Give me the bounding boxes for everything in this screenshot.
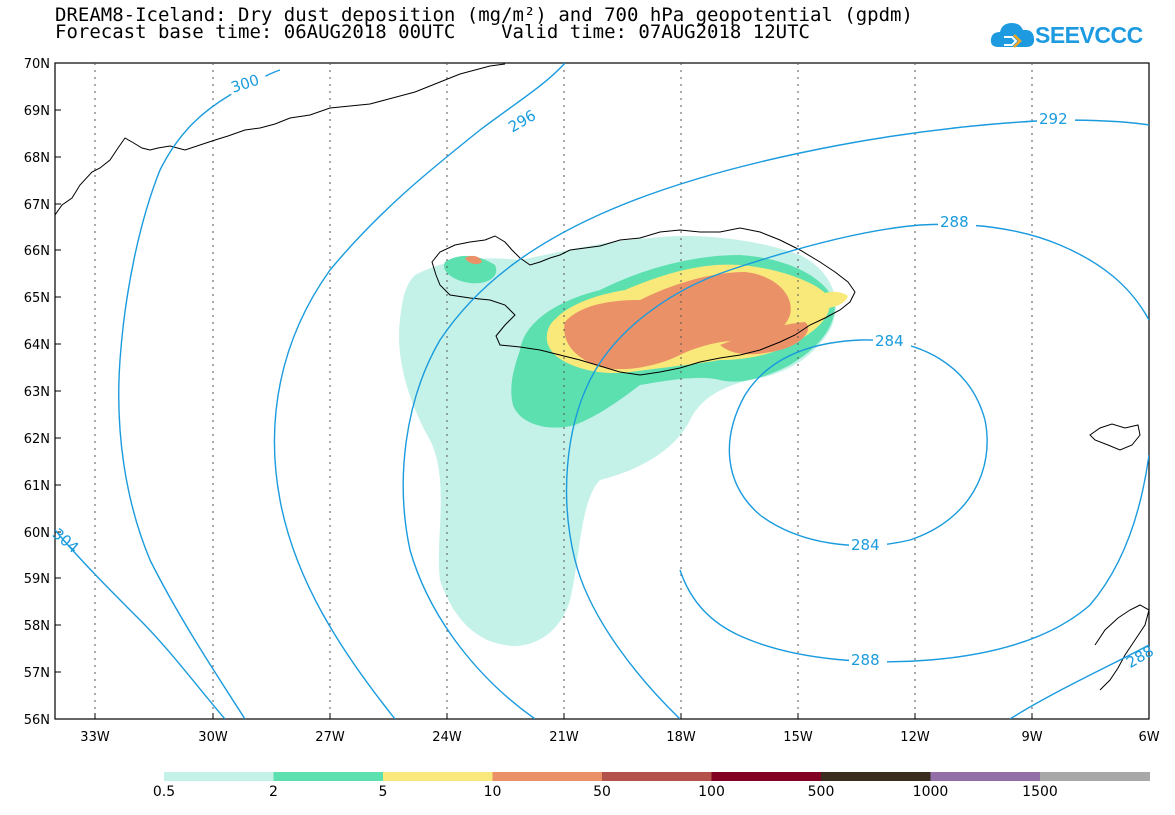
svg-text:6W: 6W <box>1138 730 1159 745</box>
svg-text:66N: 66N <box>24 244 50 259</box>
contour-label-300: 300 <box>229 71 262 97</box>
longitude-labels: 33W 30W 27W 24W 21W 18W 15W 12W 9W 6W <box>80 730 1159 745</box>
svg-text:62N: 62N <box>24 432 50 447</box>
contour-292 <box>402 119 1149 719</box>
geopotential-contours <box>55 63 1149 719</box>
deposition-area-10c <box>465 255 482 265</box>
coastlines <box>55 63 1149 691</box>
colorbar-label: 10 <box>483 784 502 800</box>
colorbar-label: 100 <box>698 784 725 800</box>
colorbar-label: 2 <box>269 784 278 800</box>
svg-text:61N: 61N <box>24 479 50 494</box>
colorbar-swatch <box>273 772 384 781</box>
map-title: DREAM8-Iceland: Dry dust deposition (mg/… <box>55 4 913 26</box>
scotland-coast <box>1094 604 1149 691</box>
svg-text:15W: 15W <box>783 730 813 745</box>
contour-label-284-top: 284 <box>875 332 904 350</box>
cloud-logo-icon <box>990 23 1035 48</box>
contour-label-304: 304 <box>49 525 83 557</box>
faroe-coast <box>1089 423 1141 451</box>
deposition-area-5b <box>815 291 848 309</box>
colorbar-swatch <box>164 772 274 781</box>
svg-text:60N: 60N <box>24 526 50 541</box>
svg-text:63N: 63N <box>24 385 50 400</box>
svg-text:64N: 64N <box>24 338 50 353</box>
colorbar-swatch <box>930 772 1041 781</box>
logo-text: SEEVCCC <box>1035 22 1143 48</box>
contour-300 <box>118 69 281 719</box>
longitude-gridlines <box>94 63 1033 719</box>
contour-304 <box>55 529 226 719</box>
colorbar-swatch <box>383 772 493 781</box>
colorbar-swatch <box>602 772 712 781</box>
svg-text:65N: 65N <box>24 291 50 306</box>
deposition-area-10b <box>720 322 809 355</box>
svg-text:24W: 24W <box>432 730 462 745</box>
contour-288-north <box>565 223 1149 719</box>
colorbar-label: 0.5 <box>152 784 176 800</box>
contour-288-south <box>679 454 1149 663</box>
svg-text:70N: 70N <box>24 57 50 72</box>
contour-label-288-south: 288 <box>851 651 880 669</box>
svg-text:58N: 58N <box>24 619 50 634</box>
contour-label-284-bottom: 284 <box>851 536 880 554</box>
svg-text:69N: 69N <box>24 104 50 119</box>
svg-text:68N: 68N <box>24 151 50 166</box>
deposition-area-2b <box>444 255 497 284</box>
colorbar-label: 500 <box>807 784 835 800</box>
contour-label-288-se: 288 <box>1123 642 1157 672</box>
svg-text:18W: 18W <box>666 730 696 745</box>
svg-text:67N: 67N <box>24 198 50 213</box>
contour-288-se <box>1009 644 1149 719</box>
svg-text:12W: 12W <box>900 730 930 745</box>
svg-text:9W: 9W <box>1021 730 1042 745</box>
colorbar-swatch <box>1040 772 1150 781</box>
colorbar-swatch <box>492 772 603 781</box>
contour-label-292: 292 <box>1039 110 1068 128</box>
contour-label-288-north: 288 <box>940 213 969 231</box>
colorbar-label: 5 <box>378 784 388 800</box>
svg-text:59N: 59N <box>24 572 50 587</box>
colorbar-label: 50 <box>593 784 611 800</box>
svg-text:27W: 27W <box>315 730 345 745</box>
deposition-area-10 <box>564 272 791 370</box>
svg-text:56N: 56N <box>24 713 50 728</box>
colorbar-label: 1000 <box>912 784 949 800</box>
colorbar <box>164 772 1150 781</box>
colorbar-swatch <box>711 772 822 781</box>
latitude-labels: 70N 69N 68N 67N 66N 65N 64N 63N 62N 61N … <box>24 57 50 728</box>
colorbar-swatch <box>821 772 931 781</box>
svg-text:21W: 21W <box>549 730 579 745</box>
colorbar-label: 1500 <box>1022 784 1058 800</box>
map-subtitle: Forecast base time: 06AUG2018 00UTC Vali… <box>55 21 810 43</box>
greenland-coast <box>55 63 506 216</box>
iceland-coast <box>431 227 856 376</box>
svg-text:30W: 30W <box>198 730 228 745</box>
svg-text:57N: 57N <box>24 666 50 681</box>
contour-296 <box>273 63 566 719</box>
svg-text:33W: 33W <box>80 730 110 745</box>
